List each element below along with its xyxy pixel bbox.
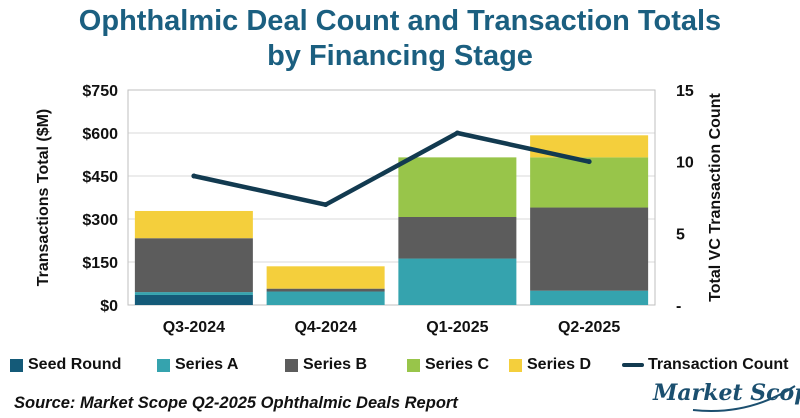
plot-frame: [127, 89, 656, 306]
bar-series_a-Q2-2025: [530, 290, 649, 305]
chart-title: Ophthalmic Deal Count and Transaction To…: [0, 4, 800, 74]
legend-swatch-transaction-count: [622, 363, 644, 367]
legend-item-series-d: Series D: [509, 356, 591, 374]
legend-item-series-a: Series A: [157, 356, 238, 374]
legend-label-series-b: Series B: [303, 356, 368, 373]
bar-series_a-Q3-2024: [134, 292, 253, 295]
y-tick-label: $0: [100, 298, 118, 315]
bar-series_c-Q1-2025: [398, 157, 517, 217]
y2-tick-label: -: [676, 298, 681, 315]
bar-series_a-Q4-2024: [266, 291, 385, 305]
y-axis-title: Transactions Total ($M): [35, 109, 52, 287]
legend-item-seed-round: Seed Round: [10, 356, 121, 374]
transaction-count-point: [454, 130, 460, 136]
bar-series_b-Q4-2024: [266, 288, 385, 292]
legend-swatch-series-d: [509, 358, 522, 372]
y2-tick-label: 15: [676, 83, 694, 100]
bar-series_b-Q1-2025: [398, 216, 517, 259]
legend-label-series-c: Series C: [425, 356, 490, 373]
legend-swatch-series-c: [407, 358, 420, 372]
legend-swatch-series-b: [285, 358, 298, 372]
legend-label-transaction-count: Transaction Count: [648, 356, 789, 373]
legend: Seed Round Series A Series B Series C Se…: [10, 356, 800, 378]
transaction-count-line: [191, 130, 592, 207]
y2-axis-title: Total VC Transaction Count: [707, 93, 724, 302]
y-tick-label: $150: [82, 255, 118, 272]
market-scope-logo: Market Scope: [653, 376, 800, 416]
y-tick-label: $300: [82, 212, 118, 229]
source-note: Source: Market Scope Q2-2025 Ophthalmic …: [14, 394, 458, 412]
legend-item-series-b: Series B: [285, 356, 367, 374]
bar-seed-Q3-2024: [134, 294, 253, 305]
legend-label-series-a: Series A: [175, 356, 239, 373]
x-tick-label: Q3-2024: [163, 319, 225, 336]
transaction-count-point: [323, 202, 329, 208]
transaction-count-point: [586, 159, 592, 165]
legend-label-seed-round: Seed Round: [28, 356, 122, 373]
chart-title-line-2: by Financing Stage: [267, 40, 533, 72]
legend-label-series-d: Series D: [527, 356, 592, 373]
logo-swoosh-icon: [692, 385, 796, 412]
y2-tick-label: 5: [676, 226, 685, 243]
bar-series_c-Q2-2025: [530, 157, 649, 208]
bar-series_d-Q3-2024: [134, 210, 253, 239]
y-tick-label: $750: [82, 83, 118, 100]
bar-series_d-Q4-2024: [266, 266, 385, 289]
bar-series_d-Q2-2025: [530, 135, 649, 158]
y-tick-label: $600: [82, 126, 118, 143]
x-tick-label: Q2-2025: [558, 319, 620, 336]
logo-text: Market Scope: [653, 380, 800, 406]
bar-series_a-Q1-2025: [398, 258, 517, 305]
legend-item-transaction-count: Transaction Count: [622, 356, 788, 374]
bar-series_b-Q2-2025: [530, 207, 649, 291]
legend-swatch-seed-round: [10, 358, 23, 372]
x-tick-label: Q1-2025: [426, 319, 488, 336]
chart-title-line-1: Ophthalmic Deal Count and Transaction To…: [78, 5, 722, 37]
x-tick-label: Q4-2024: [294, 319, 356, 336]
bar-series_b-Q3-2024: [134, 238, 253, 293]
y-tick-label: $450: [82, 169, 118, 186]
legend-swatch-series-a: [157, 358, 170, 372]
y2-tick-label: 10: [676, 155, 694, 172]
transaction-count-point: [191, 173, 197, 179]
legend-item-series-c: Series C: [407, 356, 489, 374]
